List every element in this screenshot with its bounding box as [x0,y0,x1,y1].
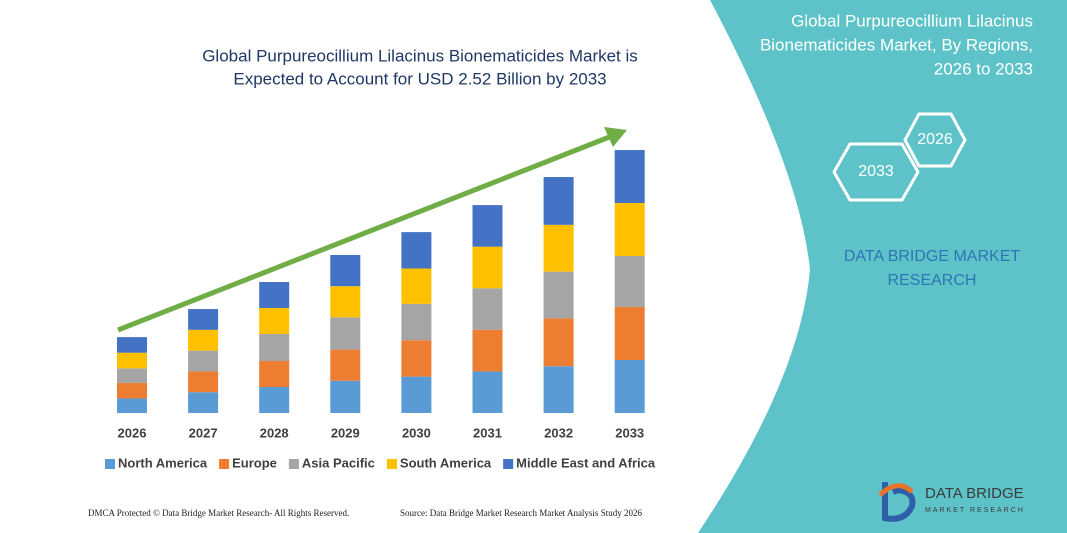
bar-segment [117,337,147,353]
legend-label: South America [400,455,492,470]
bar-segment [188,309,219,330]
legend-swatch [288,459,299,469]
bar-segment [614,150,645,204]
x-tick-label: 2027 [189,425,218,440]
legend-label: Asia Pacific [302,455,375,470]
bar-segment [188,350,219,372]
bar-segment [543,177,574,225]
hexagon [832,142,920,202]
bar-segment [188,392,219,413]
legend-label: North America [118,455,208,470]
panel-title: Bionematicides Market, By Regions, [760,35,1033,54]
footer-text: Source: Data Bridge Market Research Mark… [400,508,642,518]
side-panel [698,0,1067,533]
bar-segment [614,256,645,307]
bar-segment [401,268,432,304]
bar-segment [330,349,361,381]
hexagon-label: 2033 [858,163,894,180]
hexagon [903,112,967,168]
trend-arrow-head [604,127,627,147]
legend-label: Middle East and Africa [516,455,656,470]
bar-segment [543,271,574,319]
x-tick-label: 2029 [331,425,360,440]
bar-segment [543,224,574,272]
bar-segment [401,376,432,413]
bar-segment [543,366,574,413]
bar-segment [188,371,219,393]
bar-segment [614,306,645,360]
bar-segment [330,286,361,318]
x-tick-label: 2030 [402,425,431,440]
bar-segment [472,288,503,330]
panel-title: 2026 to 2033 [934,59,1033,78]
bar-segment [259,308,290,334]
legend-swatch [503,459,514,469]
bar-segment [117,352,147,369]
brand-text: RESEARCH [888,272,977,289]
bar-segment [330,380,361,413]
brand-text: DATA BRIDGE MARKET [844,248,1021,265]
bar-segment [401,303,432,341]
bar-segment [259,361,290,388]
x-tick-label: 2031 [473,425,502,440]
bar-segment [117,368,147,383]
bar-segment [472,329,503,372]
legend-label: Europe [232,455,277,470]
chart: 2026 2027 2028 2029 2030 2031 2032 2033 North Am… [105,150,656,470]
bar-segment [259,333,290,362]
x-tick-label: 2028 [260,425,289,440]
legend-swatch [386,459,397,469]
chart-title: Expected to Account for USD 2.52 Billion… [233,69,606,88]
legend-swatch [105,459,115,469]
bar-segment [117,382,147,399]
bar-segment [614,203,645,257]
logo-text: MARKET RESEARCH [925,507,1025,514]
bar-segment [188,329,219,351]
bar-segment [614,359,645,413]
chart-title: Global Purpureocillium Lilacinus Bionema… [202,46,638,65]
bar-segment [117,398,147,413]
bar-segment [330,254,361,287]
bar-segment [259,282,290,309]
bar-segment [401,232,432,269]
legend-swatch [219,459,230,469]
x-tick-label: 2032 [544,425,573,440]
bar-segment [543,318,574,367]
bar-segment [401,340,432,377]
trend-arrow [117,133,613,333]
logo [878,482,916,522]
panel-title: Global Purpureocillium Lilacinus [791,11,1033,30]
x-tick-label: 2033 [615,425,644,440]
bar-segment [472,246,503,289]
bar-segment [330,317,361,350]
bar-segment [259,387,290,413]
bar-segment [472,371,503,413]
footer-text: DMCA Protected © Data Bridge Market Rese… [88,508,349,518]
x-tick-label: 2026 [118,425,147,440]
hexagon-label: 2026 [917,131,953,148]
logo-text: DATA BRIDGE [925,485,1024,502]
bar-segment [472,205,503,247]
